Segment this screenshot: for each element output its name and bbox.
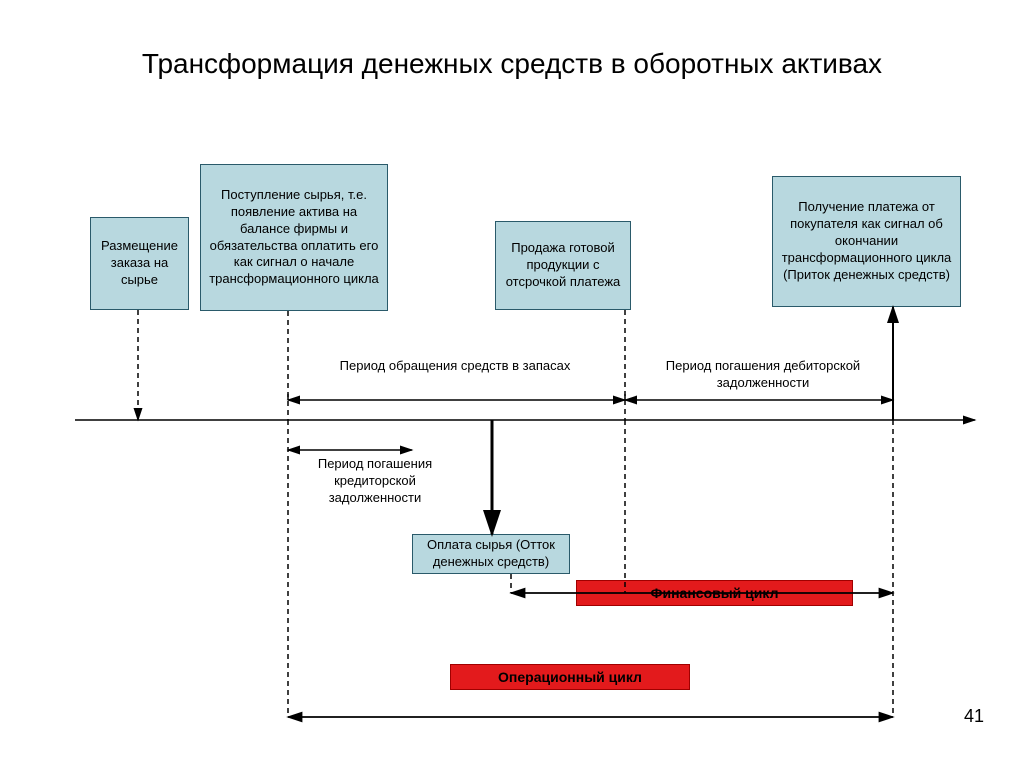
page-title: Трансформация денежных средств в оборотн… (0, 48, 1024, 80)
page-number: 41 (964, 706, 984, 727)
box-order-raw: Размещение заказа на сырье (90, 217, 189, 310)
box-payment-out: Оплата сырья (Отток денежных средств) (412, 534, 570, 574)
box-receipt-raw: Поступление сырья, т.е. появление актива… (200, 164, 388, 311)
label-stock-period: Период обращения средств в запасах (300, 358, 610, 375)
box-financial-cycle: Финансовый цикл (576, 580, 853, 606)
box-operational-cycle: Операционный цикл (450, 664, 690, 690)
box-payment-in: Получение платежа от покупателя как сигн… (772, 176, 961, 307)
label-receivables-period: Период погашения дебиторской задолженнос… (638, 358, 888, 392)
box-sale: Продажа готовой продукции с отсрочкой пл… (495, 221, 631, 310)
label-payables-period: Период погашения кредиторской задолженно… (300, 456, 450, 507)
